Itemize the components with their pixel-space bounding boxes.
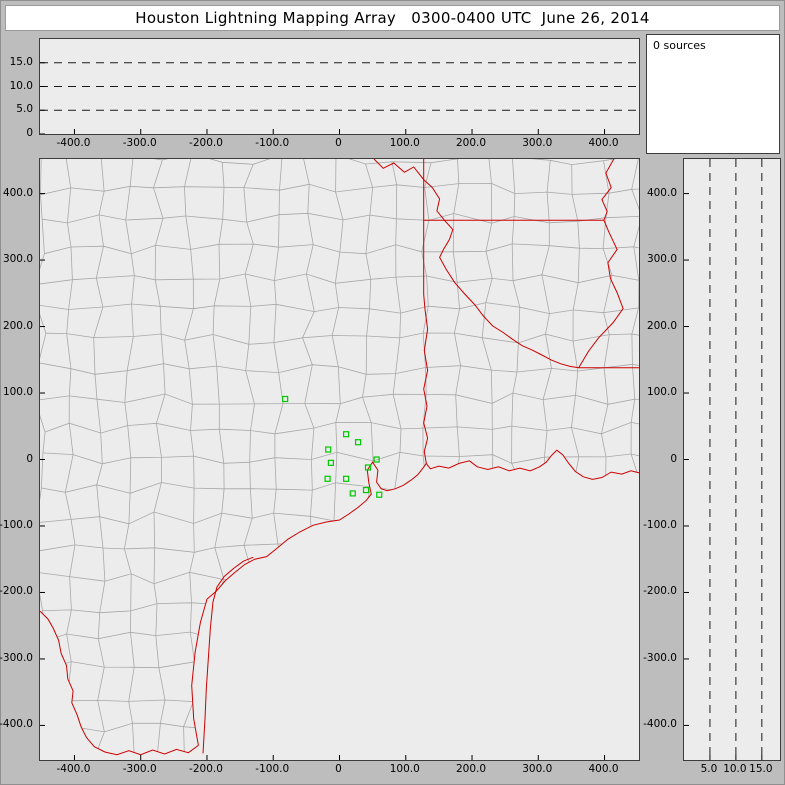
tick-label: -100.0: [0, 518, 33, 531]
tick-label: -300.0: [0, 651, 33, 664]
tick-label: 400.0: [588, 763, 619, 775]
tick-label: 400.0: [646, 186, 677, 199]
tick-label: 300.0: [522, 763, 553, 775]
sources-counter-box: 0 sources: [646, 34, 780, 154]
tick-label: 100.0: [646, 386, 677, 399]
tick-label: 0: [335, 763, 342, 775]
tick-label: 200.0: [455, 763, 487, 775]
tick-label: -300.0: [122, 137, 157, 149]
altitude-axis-labels-ew: 15.0 10.0 5.0 0: [1, 38, 36, 139]
tick-label: 10.0: [9, 79, 33, 92]
eastwest-axis-labels-map: -400.0 -300.0 -200.0 -100.0 0 100.0 200.0 300.0…: [39, 763, 638, 776]
tick-label: 300.0: [522, 137, 553, 149]
tick-label: 15.0: [9, 55, 33, 68]
state-and-coast-boundaries: [40, 159, 639, 756]
tick-label: 100.0: [389, 763, 420, 775]
northsouth-axis-labels-side: 400.0 300.0 200.0 100.0 0 -100.0 -200.0 -300.0 -…: [643, 158, 680, 759]
tick-label: -100.0: [255, 137, 290, 149]
northsouth-axis-labels-map: 400.0 300.0 200.0 100.0 0 -100.0 -200.0 -300.0 -…: [0, 158, 36, 759]
tick-label: -400.0: [643, 718, 677, 731]
tick-label: 100.0: [2, 386, 33, 399]
tick-label: -100.0: [643, 518, 677, 531]
tick-label: 300.0: [2, 253, 33, 266]
plan-view-map[interactable]: [39, 158, 640, 761]
altitude-gridlines: [40, 62, 639, 111]
tick-label: 100.0: [389, 137, 420, 149]
county-lines: [40, 159, 639, 755]
altitude-gridlines: [709, 159, 763, 760]
eastwest-axis-labels-top: -400.0 -300.0 -200.0 -100.0 0 100.0 200.0 300.0…: [39, 137, 638, 150]
tick-label: 200.0: [646, 319, 677, 332]
tick-label: -400.0: [56, 137, 91, 149]
tick-label: 5.0: [700, 763, 718, 775]
tick-label: 15.0: [749, 763, 773, 775]
altitude-vs-eastwest-plot[interactable]: [39, 38, 640, 135]
title-bar: Houston Lightning Mapping Array 0300-040…: [5, 5, 780, 31]
tick-label: 300.0: [646, 253, 677, 266]
altitude-vs-northsouth-plot[interactable]: [683, 158, 781, 761]
station-markers: [282, 395, 383, 498]
tick-label: -300.0: [643, 651, 677, 664]
window-title: Houston Lightning Mapping Array 0300-040…: [135, 9, 650, 27]
tick-label: -300.0: [122, 763, 157, 775]
tick-label: 400.0: [588, 137, 619, 149]
tick-label: -400.0: [56, 763, 91, 775]
tick-label: 0: [335, 137, 342, 149]
tick-label: -200.0: [189, 137, 223, 149]
tick-label: 10.0: [723, 763, 747, 775]
tick-label: 5.0: [16, 103, 33, 116]
tick-label: 200.0: [455, 137, 487, 149]
tick-label: -200.0: [189, 763, 223, 775]
sources-count-label: 0 sources: [653, 39, 706, 52]
tick-label: 200.0: [2, 319, 33, 332]
tick-label: -200.0: [0, 585, 33, 598]
tick-label: 0: [26, 452, 33, 465]
tick-label: 0: [26, 127, 33, 139]
tick-label: -100.0: [255, 763, 290, 775]
altitude-axis-labels-side: 5.0 10.0 15.0: [683, 763, 779, 776]
tick-label: -400.0: [0, 718, 33, 731]
tick-label: -200.0: [643, 585, 677, 598]
tick-label: 400.0: [2, 186, 33, 199]
tick-label: 0: [670, 452, 677, 465]
